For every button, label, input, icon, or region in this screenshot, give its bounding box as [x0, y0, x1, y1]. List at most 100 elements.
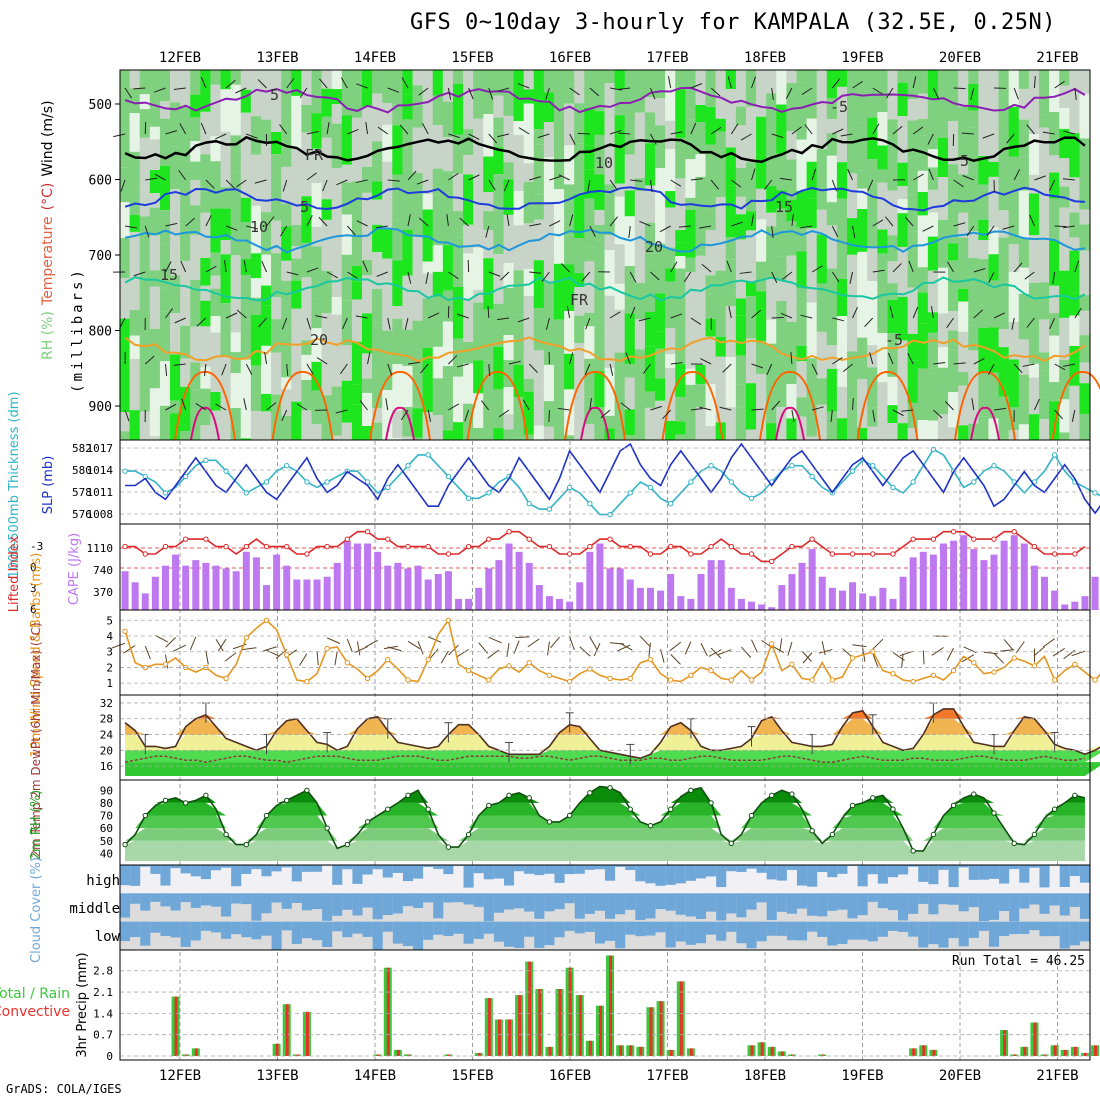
cloud-cell-bg: [180, 893, 192, 922]
rh-cell: [422, 347, 434, 361]
rh-cell: [584, 107, 596, 146]
thickness-series-point: [607, 511, 613, 518]
rh-cell: [897, 162, 909, 187]
wind-tick: 2: [106, 661, 113, 674]
wind-barb: [459, 217, 469, 227]
rh-cell: [1079, 383, 1091, 414]
rh-cell: [705, 229, 717, 276]
rh-cell: [180, 170, 192, 194]
rh-cell: [402, 365, 414, 408]
cloud-cell: [423, 893, 434, 903]
wind-barb: [872, 409, 876, 422]
rh-cell: [422, 194, 434, 210]
cape-bar: [717, 560, 725, 610]
cloud-cell-bg: [847, 865, 859, 894]
wind-barb: [659, 225, 671, 233]
cape-bar: [161, 565, 169, 610]
cloud-cell: [352, 865, 363, 884]
rh-cell: [1038, 70, 1051, 115]
rh-cell: [513, 225, 525, 271]
rh-cell: [149, 235, 161, 271]
rh-cell: [978, 416, 990, 440]
rh-cell: [786, 221, 798, 256]
rh-cell: [564, 145, 576, 185]
rh-cell: [614, 427, 626, 440]
rh-cell: [958, 212, 970, 238]
wind-barb: [589, 87, 600, 97]
wind-speed-series-point: [910, 678, 916, 685]
wind-barb: [639, 220, 651, 227]
rh-cell: [271, 297, 283, 320]
rh-cell: [321, 355, 333, 396]
cloud-cell: [332, 921, 343, 932]
convective-bar: [1023, 1046, 1027, 1056]
rh-cell: [119, 278, 131, 319]
rh-cell: [139, 216, 151, 267]
rh-cell: [129, 215, 141, 232]
rh-cell: [119, 360, 131, 413]
surface-wind-barb: [821, 641, 826, 656]
rh-cell: [170, 189, 182, 227]
surface-wind-barb: [205, 650, 209, 665]
wind-barb: [569, 133, 576, 145]
cloud-cell: [685, 865, 697, 881]
rh-cell: [958, 157, 970, 175]
rh-cell: [321, 395, 333, 440]
wind-barb: [589, 398, 592, 411]
surface-wind-barb: [417, 641, 424, 655]
rh-cell: [766, 403, 778, 424]
cloud-cell-bg: [786, 865, 798, 894]
rh-cell: [493, 428, 505, 440]
rh-cell: [857, 170, 869, 189]
wind-barb: [205, 265, 217, 273]
rh-cell: [1049, 155, 1061, 173]
rh-cell: [119, 412, 131, 432]
wind-speed-series-point: [566, 678, 573, 685]
cloud-cell: [716, 893, 727, 921]
rh-cell: [624, 154, 636, 191]
wind-barb: [399, 124, 409, 135]
rh-tick: 80: [100, 797, 113, 810]
thickness-series: [125, 448, 1100, 516]
rh-cell: [655, 212, 667, 244]
cloud-cell-bg: [322, 865, 333, 894]
cape-bar: [616, 568, 624, 610]
wind-barb: [1062, 363, 1075, 367]
wind-barb: [946, 317, 955, 329]
rh-cell: [725, 121, 737, 148]
y-tick-label: 900: [89, 400, 112, 415]
cloud-cell: [170, 921, 182, 938]
wind-speed-series-point: [1092, 677, 1098, 683]
cape-bar: [919, 551, 927, 610]
contour-label: FR: [570, 291, 589, 309]
precip-frame: [119, 949, 1091, 1061]
rh-cell: [907, 231, 919, 250]
rh-cell: [170, 146, 182, 190]
wind-barb: [235, 87, 247, 94]
date-label-top: 14FEB: [354, 50, 396, 66]
rh-cell: [341, 345, 353, 381]
rh-cell: [1059, 85, 1071, 109]
rh-cell: [937, 137, 950, 178]
rh-series-point: [223, 831, 229, 838]
rh-cell: [442, 101, 454, 138]
cloud-cell: [584, 921, 596, 932]
rh-cell: [452, 70, 465, 84]
rh-cell: [1008, 359, 1020, 408]
rh-cell: [1059, 432, 1071, 440]
wind-speed-series-point: [304, 678, 310, 685]
rh-cell: [867, 246, 879, 282]
wind-barb: [359, 400, 368, 411]
convective-bar: [285, 1004, 289, 1056]
cloud-cell: [443, 865, 454, 875]
rh-cell: [452, 338, 465, 377]
wind-barb: [286, 78, 295, 89]
cloud-cell-bg: [514, 865, 525, 894]
lifted-index-series-point: [1051, 551, 1058, 557]
convective-bar: [750, 1045, 754, 1056]
rh-series-point: [566, 812, 573, 819]
convective-bar: [508, 1019, 512, 1056]
rh-cell: [594, 407, 606, 429]
cloud-cell: [433, 893, 444, 919]
wind-barb: [356, 220, 368, 227]
